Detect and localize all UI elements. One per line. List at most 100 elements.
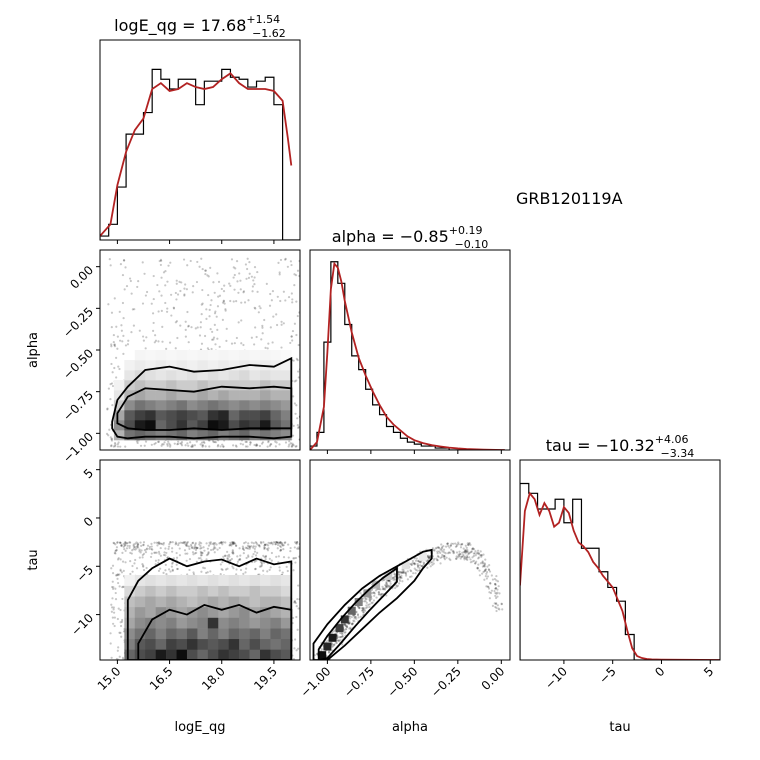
scatter-point (138, 329, 141, 332)
scatter-point (270, 541, 273, 545)
scatter-point (233, 342, 236, 345)
scatter-point (129, 560, 132, 563)
scatter-point (256, 290, 259, 293)
scatter-point (175, 563, 178, 566)
scatter-point (235, 336, 238, 340)
scatter-point (418, 564, 422, 567)
scatter-point (162, 541, 165, 545)
scatter-point (398, 575, 401, 578)
density-cell (218, 390, 229, 401)
scatter-point (399, 571, 402, 574)
scatter-point (254, 568, 257, 571)
scatter-point (370, 588, 374, 591)
scatter-point (379, 588, 382, 591)
scatter-point (144, 347, 147, 350)
density-cell (260, 350, 271, 361)
scatter-point (290, 263, 293, 267)
scatter-point (191, 445, 194, 448)
scatter-point (135, 567, 139, 570)
scatter-point (468, 542, 471, 545)
scatter-point (187, 444, 190, 447)
tau_vs_alpha-marks (311, 541, 504, 673)
scatter-point (126, 541, 129, 545)
scatter-point (144, 550, 148, 554)
scatter-point (257, 311, 260, 314)
ytick-label-4-1: 0 (81, 514, 96, 529)
scatter-point (185, 559, 188, 562)
scatter-point (206, 553, 210, 556)
scatter-point (320, 660, 322, 662)
scatter-point (286, 265, 289, 268)
scatter-point (137, 280, 140, 283)
scatter-point (172, 557, 176, 560)
scatter-point (311, 671, 313, 673)
scatter-point (414, 559, 418, 562)
scatter-point (112, 341, 115, 344)
scatter-point (475, 552, 479, 555)
scatter-point (445, 556, 448, 559)
scatter-point (155, 551, 158, 554)
density-cell (145, 370, 156, 381)
scatter-point (341, 635, 344, 638)
scatter-point (361, 609, 364, 612)
scatter-point (109, 264, 112, 267)
density-cell (228, 420, 240, 431)
density-cell (228, 638, 240, 650)
scatter-point (180, 444, 184, 447)
scatter-point (131, 549, 134, 552)
density-cell (228, 390, 240, 401)
scatter-point (489, 591, 493, 595)
scatter-point (401, 580, 404, 583)
scatter-point (163, 441, 166, 444)
scatter-point (433, 549, 436, 552)
scatter-point (316, 663, 318, 665)
density-cell (166, 350, 177, 361)
scatter-point (141, 302, 145, 305)
scatter-point (289, 546, 292, 550)
scatter-point (240, 342, 243, 345)
density-cell (186, 370, 198, 381)
scatter-point (463, 555, 467, 558)
scatter-point (269, 542, 272, 545)
scatter-point (399, 576, 402, 579)
density-cell (186, 574, 198, 586)
scatter-point (125, 542, 128, 545)
scatter-point (371, 592, 374, 595)
scatter-point (122, 585, 125, 588)
scatter-point (139, 551, 142, 554)
scatter-point (117, 557, 120, 560)
scatter-point (142, 544, 145, 547)
scatter-point (471, 547, 475, 550)
scatter-point (315, 666, 317, 668)
scatter-point (315, 667, 317, 669)
scatter-point (486, 565, 489, 568)
density-cell (419, 552, 428, 561)
scatter-point (119, 624, 123, 628)
scatter-point (111, 585, 114, 589)
scatter-point (214, 542, 217, 545)
scatter-point (389, 580, 392, 583)
scatter-point (468, 542, 471, 545)
scatter-point (477, 556, 481, 559)
scatter-point (253, 443, 256, 447)
density-cell (197, 596, 209, 608)
scatter-point (201, 552, 204, 555)
scatter-point (466, 542, 469, 545)
scatter-point (142, 543, 145, 546)
scatter-point (159, 263, 162, 267)
scatter-point (164, 284, 167, 287)
scatter-point (232, 300, 235, 303)
scatter-point (373, 594, 376, 597)
scatter-point (420, 564, 423, 568)
scatter-point (383, 588, 387, 591)
density-cell (166, 649, 177, 660)
scatter-point (393, 573, 396, 576)
scatter-point (206, 274, 209, 277)
scatter-point (242, 290, 246, 293)
density-cell (228, 574, 240, 586)
scatter-point (199, 554, 203, 557)
scatter-point (423, 562, 426, 565)
scatter-point (188, 557, 192, 561)
scatter-point (143, 272, 146, 275)
scatter-point (218, 546, 221, 550)
